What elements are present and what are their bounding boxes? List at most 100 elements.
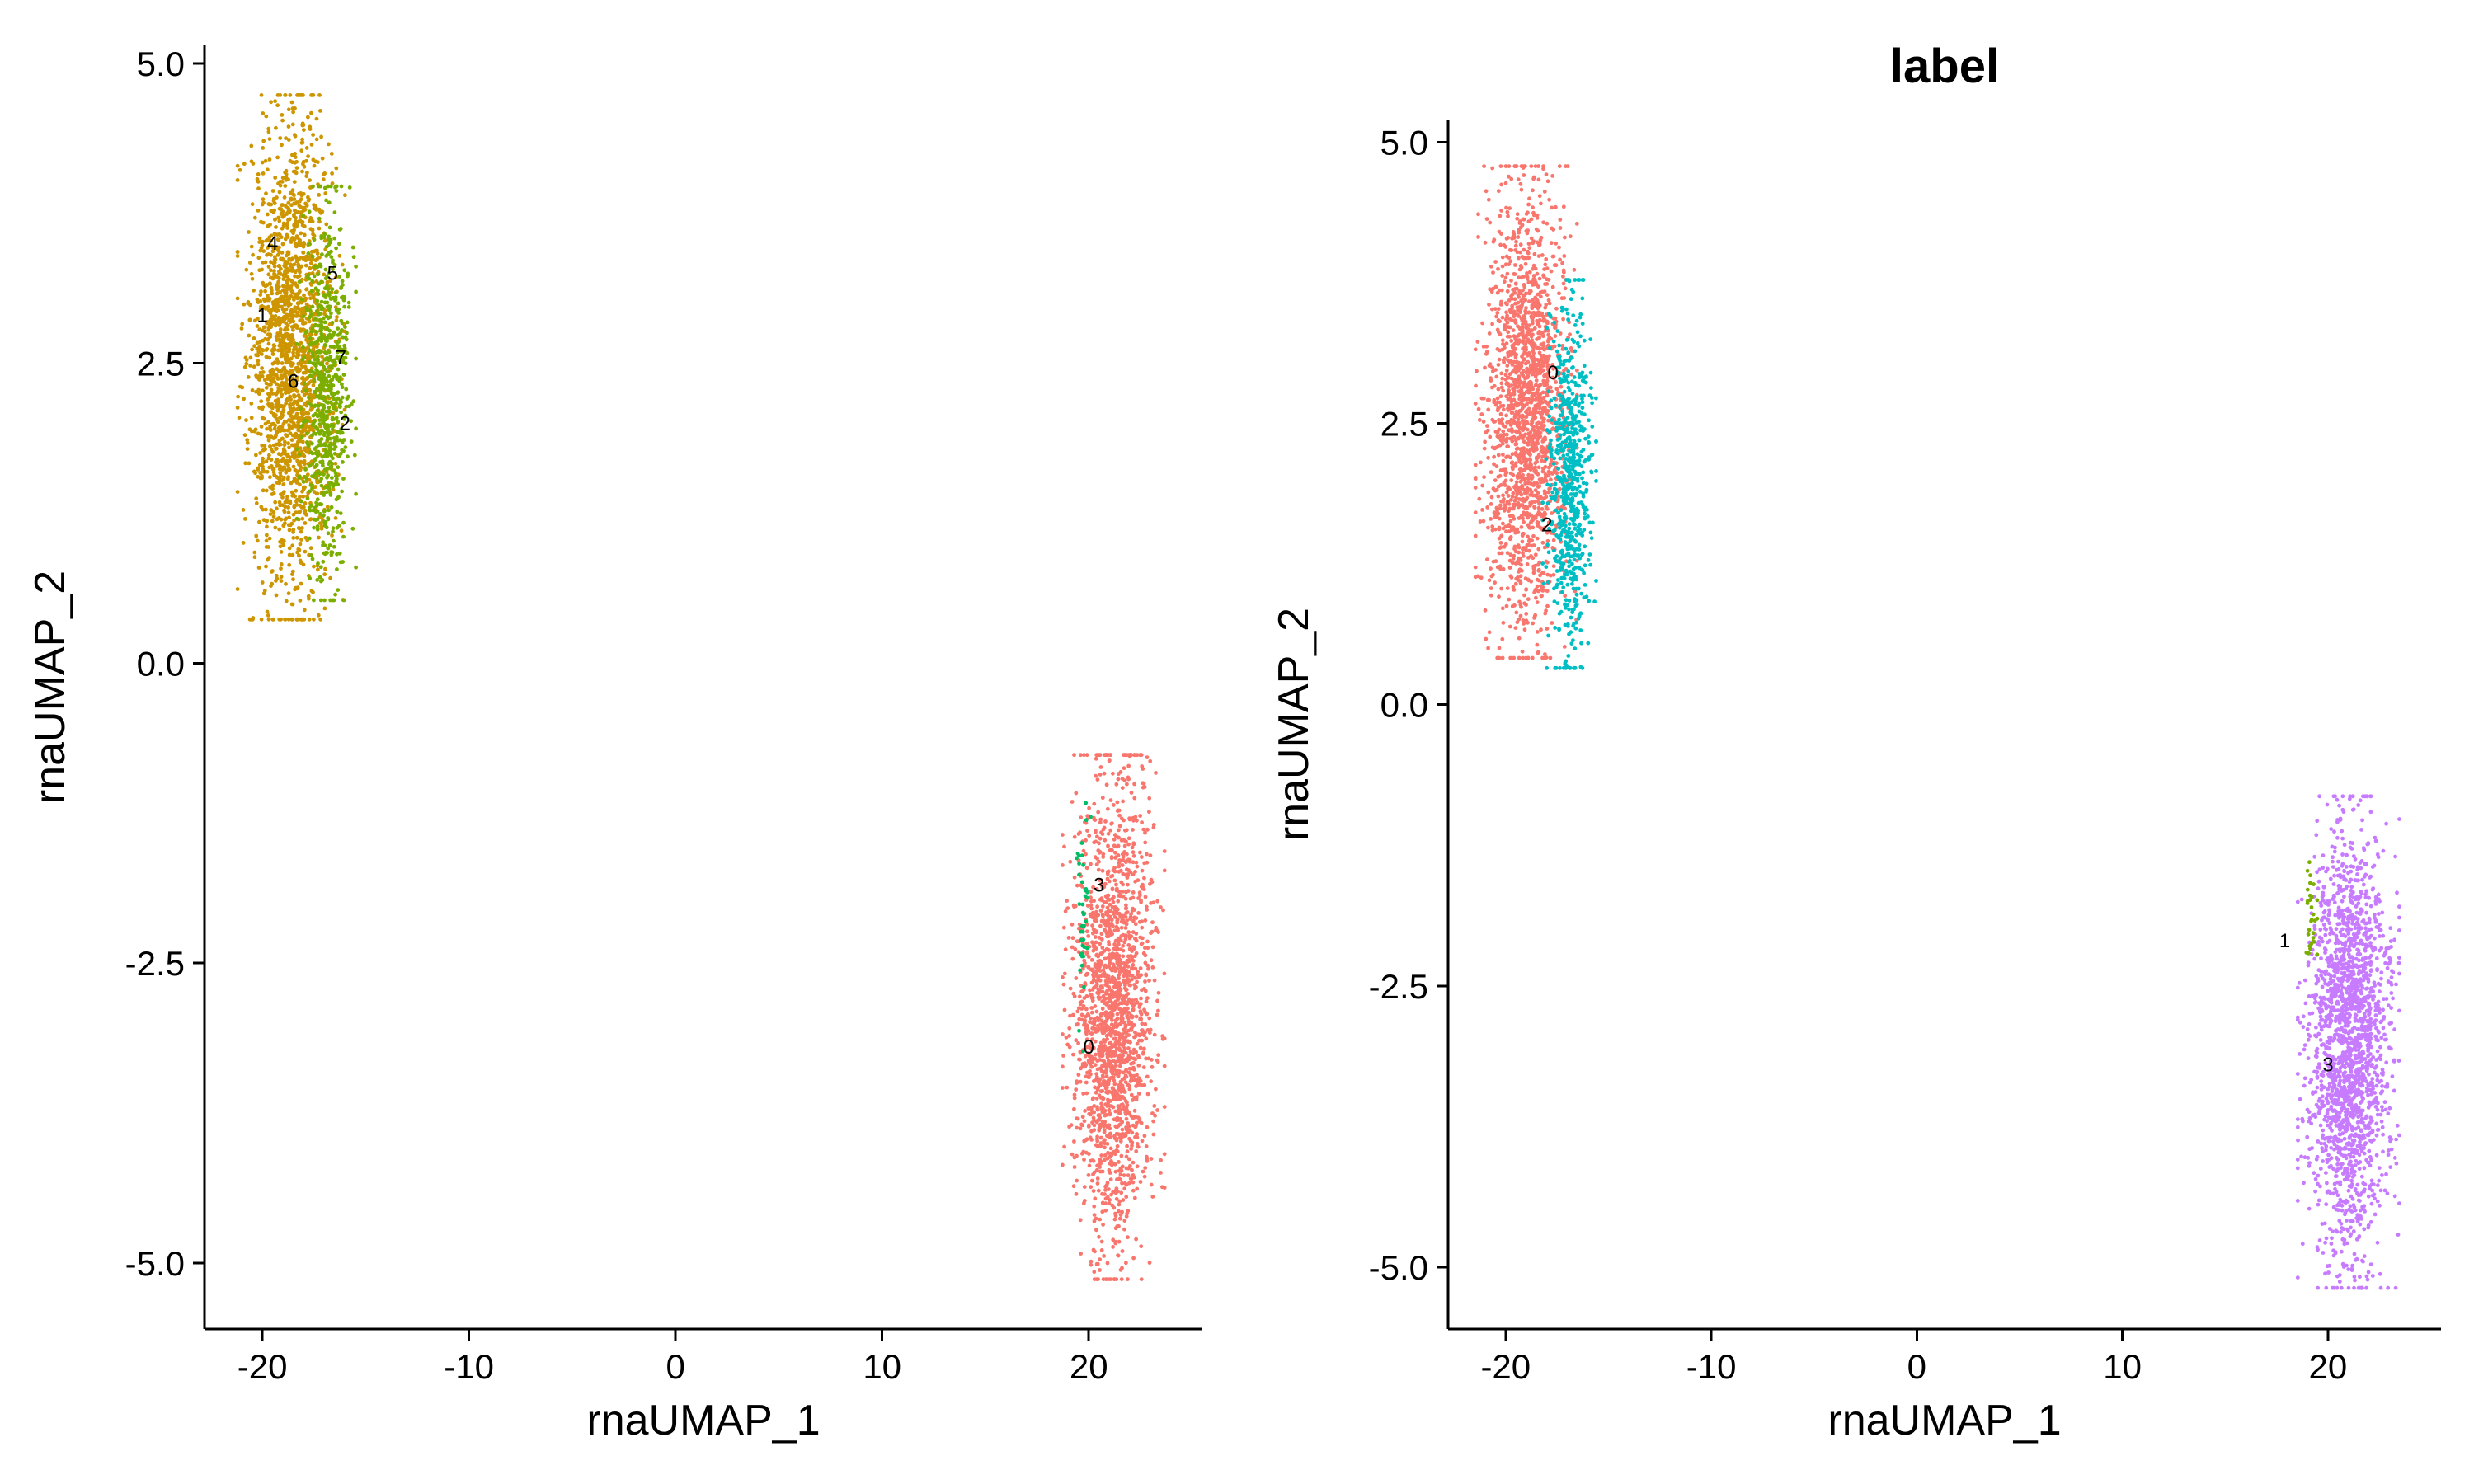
data-point xyxy=(279,550,284,554)
data-point xyxy=(1094,940,1098,945)
data-point xyxy=(299,197,303,202)
data-point xyxy=(319,134,323,139)
data-point xyxy=(1145,852,1149,857)
data-point xyxy=(313,390,318,395)
data-point xyxy=(276,280,281,284)
data-point xyxy=(1150,1058,1154,1062)
data-point xyxy=(291,530,295,534)
data-point xyxy=(254,501,259,505)
data-point xyxy=(335,477,339,481)
data-point xyxy=(1115,800,1120,805)
data-point xyxy=(1120,1266,1124,1270)
data-point xyxy=(321,177,326,182)
data-point xyxy=(275,377,280,381)
data-point xyxy=(1088,1068,1092,1073)
data-point xyxy=(322,316,326,321)
data-point xyxy=(1122,1038,1127,1042)
data-point xyxy=(329,400,333,405)
data-point xyxy=(336,588,341,592)
data-point xyxy=(1117,942,1121,946)
data-point xyxy=(1072,1155,1077,1160)
data-point xyxy=(275,284,280,289)
data-point xyxy=(332,443,336,447)
data-point xyxy=(1111,965,1116,970)
data-point xyxy=(290,370,294,375)
data-point xyxy=(1122,1227,1126,1232)
data-point xyxy=(1090,998,1095,1003)
data-point xyxy=(1099,1248,1104,1252)
data-point xyxy=(1117,858,1122,862)
data-point xyxy=(285,495,289,499)
data-point xyxy=(327,237,331,242)
data-point xyxy=(250,276,255,281)
data-point xyxy=(283,303,287,307)
data-point xyxy=(1137,1003,1142,1007)
data-point xyxy=(1092,1213,1097,1217)
data-point xyxy=(1118,1139,1123,1144)
data-point xyxy=(312,525,316,530)
data-point xyxy=(1119,1190,1124,1195)
data-point xyxy=(280,467,285,472)
data-point xyxy=(1085,890,1089,895)
data-point xyxy=(1080,1123,1084,1128)
data-point xyxy=(291,443,296,448)
data-point xyxy=(1118,1048,1122,1052)
data-point xyxy=(1098,753,1103,758)
data-point xyxy=(319,339,324,344)
data-point xyxy=(1131,828,1135,832)
data-point xyxy=(1119,1168,1124,1173)
data-point xyxy=(1092,1123,1097,1128)
data-point xyxy=(257,406,261,410)
data-point xyxy=(1109,1033,1113,1038)
data-point xyxy=(318,264,323,269)
data-point xyxy=(1504,413,1508,418)
data-point xyxy=(1151,825,1156,830)
data-point xyxy=(1149,1079,1154,1084)
data-point xyxy=(251,252,255,257)
data-point xyxy=(1124,1195,1129,1200)
data-point xyxy=(1129,791,1134,795)
data-point xyxy=(338,404,342,409)
data-point xyxy=(276,275,281,280)
data-point xyxy=(1079,951,1083,956)
data-point xyxy=(268,268,273,273)
data-point xyxy=(1107,1063,1112,1068)
data-point xyxy=(1114,1125,1119,1129)
data-point xyxy=(1108,1010,1112,1015)
data-point xyxy=(1079,880,1084,885)
data-point xyxy=(1135,1142,1140,1146)
data-point xyxy=(1129,1092,1134,1097)
data-point xyxy=(1136,1092,1141,1096)
data-point xyxy=(1110,1160,1114,1165)
data-point xyxy=(318,390,323,395)
data-point xyxy=(272,426,277,431)
data-point xyxy=(242,397,246,402)
data-point xyxy=(1117,911,1122,916)
data-point xyxy=(311,413,316,418)
data-point xyxy=(274,573,279,578)
data-point xyxy=(1096,867,1101,872)
data-point xyxy=(307,381,311,385)
data-point xyxy=(1493,478,1498,482)
data-point xyxy=(314,500,318,505)
data-point xyxy=(1110,1001,1115,1005)
data-point xyxy=(294,447,299,452)
data-point xyxy=(1148,758,1153,763)
data-point xyxy=(272,472,276,477)
data-point xyxy=(296,510,301,515)
data-point xyxy=(303,475,307,479)
data-point xyxy=(266,438,271,443)
data-point xyxy=(243,517,247,521)
data-point xyxy=(1115,951,1119,956)
data-point xyxy=(1095,982,1099,987)
data-point xyxy=(1072,834,1077,839)
data-point xyxy=(270,449,275,454)
data-point xyxy=(303,360,307,365)
data-point xyxy=(1063,909,1068,913)
data-point xyxy=(1095,834,1099,839)
data-point xyxy=(286,124,291,129)
data-point xyxy=(295,585,300,589)
data-point xyxy=(1125,1002,1130,1007)
data-point xyxy=(282,310,286,314)
data-point xyxy=(1098,942,1103,946)
